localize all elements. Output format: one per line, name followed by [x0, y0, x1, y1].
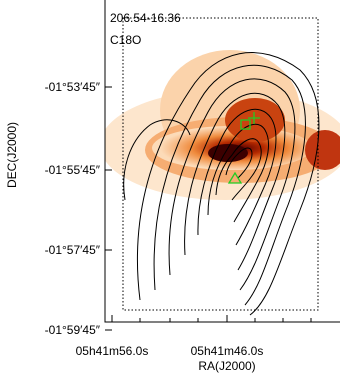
- y-axis-label: DEC(J2000): [5, 122, 19, 188]
- tracer-label: C18O: [110, 33, 141, 47]
- y-tick-label: -01°57′45″: [45, 243, 101, 257]
- y-tick-label: -01°59′45″: [45, 323, 101, 337]
- x-tick-label: 05h41m46.0s: [191, 344, 264, 358]
- y-tick-label: -01°55′45″: [45, 163, 101, 177]
- figure: 206.54-16.36 C18O -01°53′45″ -01°55′45″ …: [0, 0, 340, 376]
- emission-map: [100, 50, 340, 315]
- y-tick-label: -01°53′45″: [45, 80, 101, 94]
- x-axis-label: RA(J2000): [198, 359, 255, 373]
- x-tick-label: 05h41m56.0s: [76, 344, 149, 358]
- source-label: 206.54-16.36: [110, 11, 181, 25]
